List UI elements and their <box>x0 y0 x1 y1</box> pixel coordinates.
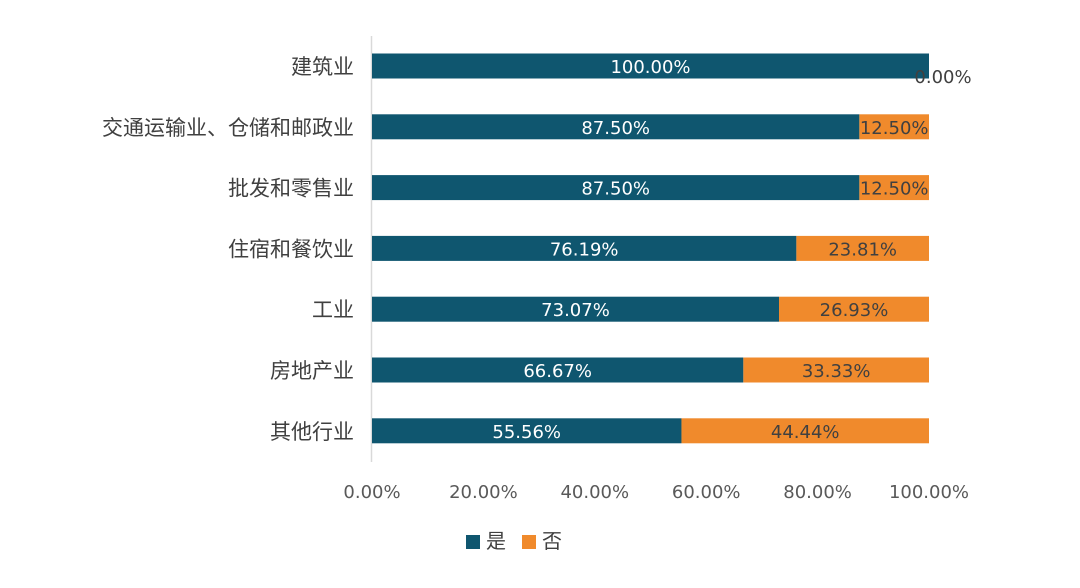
legend: 是否 <box>466 529 562 553</box>
x-axis-ticks-layer: 0.00% 20.00% 40.00% 60.00% 80.00% 100.00% <box>343 482 969 503</box>
x-tick-label: 80.00% <box>783 482 852 503</box>
category-label: 建筑业 <box>291 55 354 79</box>
data-label-yes: 87.50% <box>581 179 650 200</box>
legend-label: 是 <box>486 529 506 553</box>
bar-yes <box>372 357 744 383</box>
category-label: 批发和零售业 <box>228 177 354 201</box>
data-label-yes: 66.67% <box>523 361 592 382</box>
data-label-no: 23.81% <box>828 239 897 260</box>
bars-layer: 100.00% 0.00% 87.50% 12.50% 87.50% 12.50% 76.1… <box>370 36 972 462</box>
data-label-no: 33.33% <box>802 361 871 382</box>
data-label-yes: 76.19% <box>550 239 619 260</box>
category-label: 工业 <box>312 298 354 322</box>
legend-label: 否 <box>542 529 562 553</box>
category-label: 交通运输业、仓储和邮政业 <box>102 116 354 140</box>
data-label-yes: 73.07% <box>541 300 610 321</box>
bar-yes <box>372 235 797 261</box>
data-label-no: 12.50% <box>860 179 929 200</box>
category-label: 其他行业 <box>270 420 354 444</box>
bar-yes <box>372 53 929 79</box>
bar-yes <box>372 296 779 322</box>
data-label-no: 12.50% <box>860 118 929 139</box>
bar-yes <box>372 418 682 444</box>
bar-yes <box>372 175 860 201</box>
category-label: 房地产业 <box>270 359 354 383</box>
data-label-no: 0.00% <box>914 67 971 88</box>
legend-swatch <box>522 535 536 549</box>
data-label-no: 44.44% <box>771 422 840 443</box>
x-tick-label: 0.00% <box>343 482 400 503</box>
data-label-yes: 55.56% <box>492 422 561 443</box>
x-tick-label: 60.00% <box>672 482 741 503</box>
bar-no <box>859 175 929 201</box>
bar-no <box>859 114 929 140</box>
data-label-no: 26.93% <box>820 300 889 321</box>
bar-no <box>743 357 929 383</box>
x-tick-label: 20.00% <box>449 482 518 503</box>
category-label: 住宿和餐饮业 <box>228 237 354 261</box>
bar-no <box>796 235 929 261</box>
bar-no <box>681 418 929 444</box>
x-tick-label: 100.00% <box>889 482 969 503</box>
legend-swatch <box>466 535 480 549</box>
data-label-yes: 87.50% <box>581 118 650 139</box>
x-tick-label: 40.00% <box>560 482 629 503</box>
data-label-yes: 100.00% <box>610 57 690 78</box>
bar-yes <box>372 114 860 140</box>
bar-no <box>778 296 929 322</box>
